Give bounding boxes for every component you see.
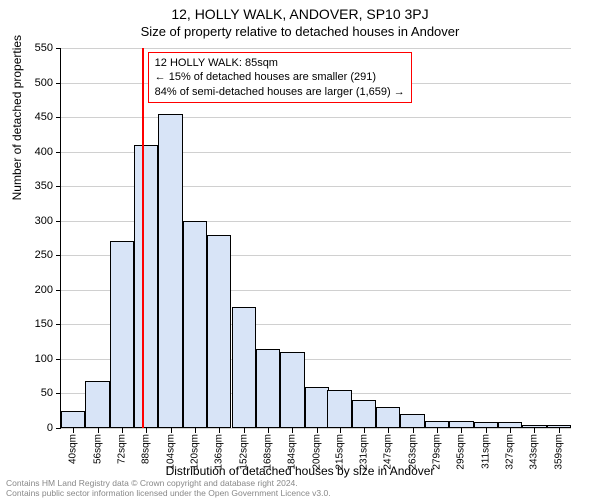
y-tick-label: 150 bbox=[35, 318, 53, 330]
y-tick bbox=[56, 48, 61, 49]
x-tick bbox=[486, 428, 487, 433]
x-tick bbox=[73, 428, 74, 433]
annotation-line-1: 12 HOLLY WALK: 85sqm bbox=[155, 56, 405, 70]
annotation-box: 12 HOLLY WALK: 85sqm ← 15% of detached h… bbox=[148, 52, 412, 103]
y-tick-label: 550 bbox=[35, 42, 53, 54]
histogram-bar bbox=[134, 145, 158, 428]
x-tick bbox=[244, 428, 245, 433]
y-tick bbox=[56, 324, 61, 325]
footer-attribution: Contains HM Land Registry data © Crown c… bbox=[6, 479, 331, 498]
y-tick-label: 200 bbox=[35, 284, 53, 296]
y-tick bbox=[56, 83, 61, 84]
histogram-bar bbox=[327, 390, 351, 428]
y-tick bbox=[56, 359, 61, 360]
y-tick-label: 250 bbox=[35, 249, 53, 261]
page-subtitle: Size of property relative to detached ho… bbox=[0, 22, 600, 39]
y-tick bbox=[56, 255, 61, 256]
y-tick bbox=[56, 152, 61, 153]
histogram-bar bbox=[207, 235, 231, 428]
x-tick bbox=[388, 428, 389, 433]
y-tick bbox=[56, 393, 61, 394]
y-tick-label: 100 bbox=[35, 353, 53, 365]
x-tick bbox=[340, 428, 341, 433]
x-tick bbox=[146, 428, 147, 433]
histogram-bar bbox=[474, 422, 498, 428]
histogram-bar bbox=[400, 414, 424, 428]
histogram-bar bbox=[425, 421, 449, 428]
y-axis-title: Number of detached properties bbox=[10, 35, 24, 200]
x-tick bbox=[122, 428, 123, 433]
x-axis-title: Distribution of detached houses by size … bbox=[0, 464, 600, 478]
x-tick bbox=[413, 428, 414, 433]
y-tick bbox=[56, 428, 61, 429]
x-tick bbox=[98, 428, 99, 433]
gridline bbox=[61, 48, 571, 49]
x-tick bbox=[292, 428, 293, 433]
histogram-bar bbox=[280, 352, 304, 428]
x-tick bbox=[171, 428, 172, 433]
x-tick-label: 40sqm bbox=[68, 434, 79, 464]
x-tick-label: 56sqm bbox=[92, 434, 103, 464]
y-tick-label: 350 bbox=[35, 180, 53, 192]
histogram-bar bbox=[376, 407, 400, 428]
histogram-bar bbox=[183, 221, 207, 428]
histogram-bar bbox=[449, 421, 473, 428]
histogram-bar bbox=[352, 400, 376, 428]
y-tick-label: 500 bbox=[35, 77, 53, 89]
property-marker-line bbox=[142, 48, 144, 428]
annotation-line-2: ← 15% of detached houses are smaller (29… bbox=[155, 70, 405, 84]
x-tick bbox=[461, 428, 462, 433]
histogram-bar bbox=[110, 241, 134, 428]
gridline bbox=[61, 117, 571, 118]
histogram-bar bbox=[256, 349, 280, 428]
footer-line-2: Contains public sector information licen… bbox=[6, 489, 331, 498]
x-tick bbox=[437, 428, 438, 433]
x-tick bbox=[268, 428, 269, 433]
x-tick bbox=[364, 428, 365, 433]
histogram-bar bbox=[85, 381, 109, 428]
histogram-bar bbox=[547, 425, 571, 428]
histogram-bar bbox=[232, 307, 256, 428]
y-tick-label: 0 bbox=[47, 422, 53, 434]
y-tick-label: 300 bbox=[35, 215, 53, 227]
x-tick bbox=[534, 428, 535, 433]
histogram-bar bbox=[158, 114, 182, 428]
x-tick-label: 88sqm bbox=[141, 434, 152, 464]
histogram-bar bbox=[498, 422, 522, 428]
x-tick bbox=[219, 428, 220, 433]
annotation-line-3: 84% of semi-detached houses are larger (… bbox=[155, 85, 405, 99]
x-tick bbox=[559, 428, 560, 433]
y-tick bbox=[56, 290, 61, 291]
y-tick bbox=[56, 117, 61, 118]
y-tick-label: 400 bbox=[35, 146, 53, 158]
x-tick bbox=[317, 428, 318, 433]
y-tick-label: 450 bbox=[35, 111, 53, 123]
histogram-bar bbox=[522, 425, 546, 428]
histogram-plot: 12 HOLLY WALK: 85sqm ← 15% of detached h… bbox=[60, 48, 571, 429]
y-tick-label: 50 bbox=[41, 387, 53, 399]
x-tick bbox=[510, 428, 511, 433]
histogram-bar bbox=[61, 411, 85, 428]
histogram-bar bbox=[305, 387, 329, 428]
x-tick-label: 72sqm bbox=[116, 434, 127, 464]
x-tick bbox=[195, 428, 196, 433]
y-tick bbox=[56, 186, 61, 187]
y-tick bbox=[56, 221, 61, 222]
page-title: 12, HOLLY WALK, ANDOVER, SP10 3PJ bbox=[0, 0, 600, 22]
